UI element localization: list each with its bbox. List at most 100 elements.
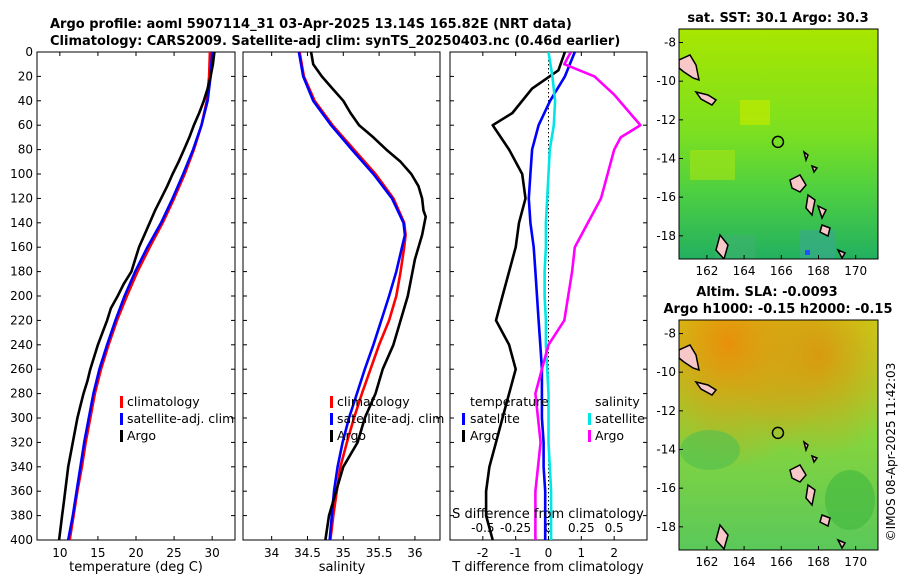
legend-swatch-satellite: [330, 413, 333, 425]
y-tick-label: 100: [10, 167, 33, 181]
legend-label-s-argo: Argo: [595, 428, 624, 443]
sla-low-patch: [825, 470, 875, 530]
y-tick-label: 360: [10, 484, 33, 498]
legend-swatch-t-argo: [462, 430, 465, 442]
y-tick-label: 80: [18, 143, 33, 157]
legend-swatch-climatology: [120, 396, 123, 408]
y-tick-label: 20: [18, 69, 33, 83]
x-tick-label: -1: [510, 546, 522, 560]
legend-swatch-argo: [120, 430, 123, 442]
t-difference-axis-label: T difference from climatology: [451, 560, 644, 575]
copyright-watermark: ©IMOS 08-Apr-2025 11:42:03: [884, 363, 898, 542]
series-group: [297, 52, 428, 540]
sla-field: [679, 320, 878, 550]
legend-label-climatology: climatology: [337, 394, 410, 409]
map-x-tick-label: 166: [770, 264, 793, 278]
legend-label-s-satellite: satellite: [595, 411, 645, 426]
map-y-tick-label: -18: [656, 229, 676, 243]
x-tick-label: 0: [545, 546, 553, 560]
legend-label-satellite: satellite-adj. clim: [337, 411, 444, 426]
series-line-temperature-satellite: [527, 52, 577, 540]
legend-label-argo: Argo: [337, 428, 366, 443]
map-x-tick-label: 164: [733, 555, 756, 569]
map-x-tick-label: 164: [733, 264, 756, 278]
series-line-salinity-satellite: [543, 52, 557, 540]
sst-map-title: sat. SST: 30.1 Argo: 30.3: [687, 11, 868, 26]
island-outline: [836, 248, 847, 259]
island-outline: [679, 344, 700, 372]
map-x-tick-label: 170: [844, 264, 867, 278]
legend-swatch-s-argo: [588, 430, 591, 442]
x-tick-label: 15: [90, 546, 105, 560]
map-y-tick-label: -18: [656, 520, 676, 534]
sst-map-frame: [678, 28, 879, 260]
x-tick-label: 10: [52, 546, 67, 560]
island-outline: [805, 483, 816, 507]
figure-title-line1: Argo profile: aoml 5907114_31 03-Apr-202…: [50, 17, 572, 32]
series-line-climatology: [298, 52, 407, 540]
map-x-tick-label: 162: [695, 264, 718, 278]
temperature-panel: 0 20 40 60 80 100 120 140 160 180 200 220 240 260 280 3…: [10, 45, 236, 560]
map-y-tick-label: -14: [656, 442, 676, 456]
salinity-panel: 34 34.5 35 35.5 36: [242, 51, 441, 560]
island-outline: [819, 514, 831, 528]
island-outline: [810, 454, 819, 464]
x-tick-label: 1: [578, 546, 586, 560]
sla-map-frame: [678, 319, 879, 551]
sst-field: [679, 29, 878, 259]
s-tick-label: -0.25: [500, 521, 531, 535]
series-line-argo: [309, 52, 428, 540]
y-tick-label: 180: [10, 265, 33, 279]
y-tick-label: 60: [18, 118, 33, 132]
legend-swatch-climatology: [330, 396, 333, 408]
y-tick-label: 280: [10, 387, 33, 401]
legend-label-argo: Argo: [127, 428, 156, 443]
y-tick-label: 220: [10, 313, 33, 327]
series-group: [57, 52, 216, 540]
salinity-axis-label: salinity: [319, 560, 366, 575]
island-outline: [694, 90, 718, 106]
y-tick-label: 0: [25, 45, 33, 59]
s-tick-label: 0.5: [605, 521, 624, 535]
island-outline: [789, 464, 807, 483]
legend-swatch-satellite: [120, 413, 123, 425]
sla-low-patch: [680, 430, 740, 470]
legend-swatch-argo: [330, 430, 333, 442]
x-tick-label: -2: [477, 546, 489, 560]
y-tick-label: 400: [10, 533, 33, 547]
island-outline: [805, 193, 816, 217]
y-tick-label: 240: [10, 338, 33, 352]
x-tick-label: 34: [264, 546, 279, 560]
legend-label-t-argo: Argo: [470, 428, 499, 443]
y-tick-label: 200: [10, 289, 33, 303]
island-outline: [816, 204, 828, 220]
map-y-tick-label: -12: [656, 113, 676, 127]
sla-map-title: Altim. SLA: -0.0093: [696, 285, 837, 300]
y-tick-label: 320: [10, 435, 33, 449]
map-x-tick-label: 168: [807, 264, 830, 278]
series-line-argo: [57, 52, 216, 540]
y-tick-label: 120: [10, 191, 33, 205]
figure-title-line2: Climatology: CARS2009. Satellite-adj cli…: [50, 34, 620, 49]
island-outline: [789, 174, 807, 193]
island-outline: [802, 440, 809, 453]
legend-title-temperature: temperature: [470, 394, 549, 409]
difference-legend: temperature satellite Argo salinity sate…: [462, 394, 645, 443]
argo-position-marker: [771, 426, 785, 440]
y-tick-label: 300: [10, 411, 33, 425]
salinity-legend: climatology satellite-adj. clim Argo: [330, 394, 444, 443]
island-outline: [836, 538, 847, 550]
y-tick-label: 260: [10, 362, 33, 376]
island-outline: [694, 380, 718, 396]
y-tick-label: 340: [10, 460, 33, 474]
island-outline: [819, 224, 831, 238]
island-outline: [810, 164, 819, 174]
s-tick-label: 0.25: [568, 521, 595, 535]
map-x-tick-label: 168: [807, 555, 830, 569]
x-tick-label: 36: [407, 546, 422, 560]
sst-patch: [690, 150, 735, 180]
plot-frame: [36, 51, 236, 541]
map-y-tick-label: -12: [656, 404, 676, 418]
x-tick-label: 35.5: [366, 546, 393, 560]
